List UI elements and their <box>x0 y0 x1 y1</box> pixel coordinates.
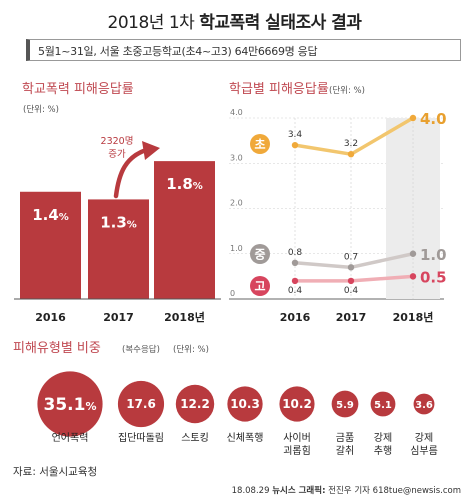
bubble-category-label-7-0: 강제 <box>415 432 433 444</box>
page-title-wrap: 2018년 1차 학교폭력 실태조사 결과 <box>0 8 469 33</box>
line-point-초-2018년 <box>409 114 417 122</box>
line-value-label-고-2017: 0.4 <box>344 286 359 296</box>
page-title-bold: 학교폭력 실태조사 결과 <box>199 13 362 33</box>
bubble-category-label-6-1: 추행 <box>374 445 392 457</box>
bubble-category-label-4-0: 사이버 <box>283 432 311 444</box>
page-title-prefix: 2018년 1차 <box>107 13 200 33</box>
line-ytick-0: 0 <box>230 289 235 298</box>
line-point-고-2018년 <box>409 273 417 280</box>
line-legend-label-중: 중 <box>254 248 265 262</box>
bubble-3 <box>227 386 263 422</box>
bar-annotation-line2: 증가 <box>108 149 126 160</box>
line-point-중-2018년 <box>409 250 417 257</box>
line-value-label-중-2016: 0.8 <box>288 248 303 258</box>
line-x-label-2018년: 2018년 <box>393 310 434 324</box>
line-legend-label-초: 초 <box>254 138 265 152</box>
bubble-1 <box>117 380 165 428</box>
bubble-category-label-5-0: 금품 <box>336 432 354 444</box>
bubble-category-label-0-0: 언어폭력 <box>52 432 89 444</box>
line-ytick-2.0: 2.0 <box>230 199 243 208</box>
bubble-category-label-2-0: 스토킹 <box>181 432 209 444</box>
bar-annotation-line1: 2320명 <box>101 136 134 147</box>
bar-annotation-arrow <box>113 147 149 199</box>
bubble-category-label-3-0: 신체폭행 <box>227 432 264 444</box>
credit-suffix: 전진우 기자 618tue@newsis.com <box>325 486 461 496</box>
bubble-chart-subtitle: (복수응답) <box>122 344 160 355</box>
bar-category-label-2017: 2017 <box>103 311 134 324</box>
line-highlight-2018 <box>386 118 440 299</box>
bubble-5 <box>331 390 359 418</box>
credit-line: 18.08.29 뉴시스 그래픽: 전진우 기자 618tue@newsis.c… <box>232 484 461 496</box>
subtitle: 5월1~31일, 서울 초중고등학교(초4~고3) 64만6669명 응답 <box>38 45 318 58</box>
subtitle-box: 5월1~31일, 서울 초중고등학교(초4~고3) 64만6669명 응답 <box>26 39 461 61</box>
bubble-chart-title: 피해유형별 비중 <box>13 341 101 356</box>
line-point-초-2017 <box>347 151 355 158</box>
bar-annotation-arrowhead <box>142 141 160 160</box>
bubble-category-label-6-0: 강제 <box>374 432 392 444</box>
line-value-label-고-2016: 0.4 <box>288 286 303 296</box>
line-value-label-중-2017: 0.7 <box>344 252 358 262</box>
line-chart-title: 학급별 피해응답률 <box>229 82 329 97</box>
bubble-chart-unit: (단위: %) <box>173 344 209 355</box>
line-ytick-1.0: 1.0 <box>230 244 243 253</box>
bubble-value-label-4: 10.2 <box>282 397 312 411</box>
credit-bold: 뉴시스 그래픽: <box>272 486 326 496</box>
bubble-category-label-4-1: 괴롭힘 <box>283 445 311 457</box>
line-ytick-3.0: 3.0 <box>230 153 243 162</box>
line-x-label-2016: 2016 <box>280 311 311 324</box>
bubble-value-label-0: 35.1% <box>44 395 97 415</box>
line-point-초-2016 <box>291 141 299 149</box>
line-x-label-2017: 2017 <box>336 311 367 324</box>
bubble-category-label-1-0: 집단따돌림 <box>118 432 164 444</box>
line-legend-badge-중 <box>250 244 270 264</box>
line-chart-unit: (단위: %) <box>329 85 365 96</box>
line-point-고-2016 <box>291 277 299 285</box>
bar-category-label-2016: 2016 <box>35 311 66 324</box>
line-value-label-중-2018년: 1.0 <box>420 246 447 264</box>
bar-2017 <box>88 199 149 299</box>
bubble-0 <box>37 371 103 437</box>
line-point-고-2017 <box>347 277 355 285</box>
bar-2018년 <box>154 161 215 299</box>
bar-value-label-2017: 1.3% <box>100 213 137 231</box>
bar-2016 <box>20 191 81 299</box>
line-point-중-2017 <box>347 264 355 271</box>
line-point-중-2016 <box>291 259 299 266</box>
line-legend-label-고: 고 <box>254 280 265 294</box>
bubble-value-label-2: 12.2 <box>180 397 210 411</box>
bubble-category-label-5-1: 갈취 <box>336 444 354 457</box>
bar-category-label-2018년: 2018년 <box>164 310 205 324</box>
line-ytick-4.0: 4.0 <box>230 108 243 117</box>
bar-value-label-2018년: 1.8% <box>166 175 203 193</box>
bubble-6 <box>370 391 396 417</box>
bubble-value-label-1: 17.6 <box>126 397 156 411</box>
bubble-value-label-6: 5.1 <box>374 400 392 411</box>
bubble-value-label-3: 10.3 <box>230 397 260 411</box>
page-title: 2018년 1차 학교폭력 실태조사 결과 <box>108 13 362 33</box>
bar-chart-unit: (단위: %) <box>23 104 59 115</box>
bubble-value-label-7: 3.6 <box>415 400 433 411</box>
line-legend-badge-고 <box>250 276 270 296</box>
line-value-label-초-2017: 3.2 <box>344 139 358 149</box>
line-value-label-초-2018년: 4.0 <box>420 110 447 128</box>
bar-chart-title: 학교폭력 피해응답률 <box>22 82 134 97</box>
line-legend-badge-초 <box>250 134 270 154</box>
bubble-7 <box>413 393 435 415</box>
bubble-4 <box>279 386 315 422</box>
line-value-label-고-2018년: 0.5 <box>420 268 447 286</box>
credit-prefix: 18.08.29 <box>231 486 273 496</box>
line-value-label-초-2016: 3.4 <box>288 130 303 140</box>
source-note: 자료: 서울시교육청 <box>13 466 98 478</box>
bubble-2 <box>175 384 215 424</box>
bar-value-label-2016: 1.4% <box>32 206 69 224</box>
bubble-category-label-7-1: 심부름 <box>410 445 438 457</box>
bubble-value-label-5: 5.9 <box>336 400 354 411</box>
